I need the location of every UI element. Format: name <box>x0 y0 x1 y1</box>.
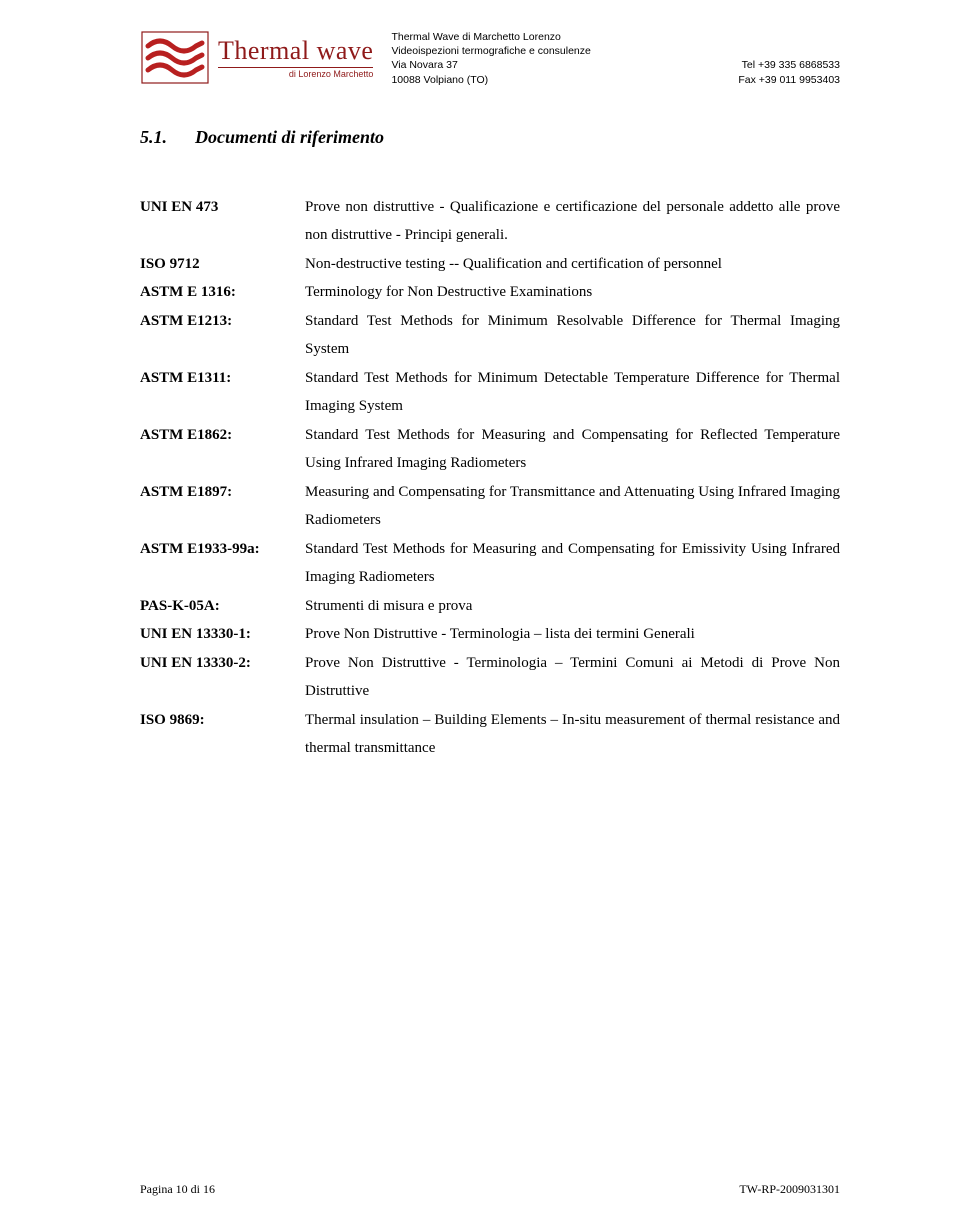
reference-code: ASTM E1311: <box>140 364 305 421</box>
reference-code: UNI EN 473 <box>140 193 305 250</box>
reference-item: ASTM E1311: Standard Test Methods for Mi… <box>140 364 840 421</box>
section-title-text: Documenti di riferimento <box>195 127 384 147</box>
address-line-1: Via Novara 37 <box>391 58 457 72</box>
reference-code: PAS-K-05A: <box>140 592 305 621</box>
wave-icon <box>140 30 210 85</box>
section-heading: 5.1.Documenti di riferimento <box>140 127 840 148</box>
page: Thermal wave di Lorenzo Marchetto Therma… <box>0 0 960 1227</box>
reference-item: ISO 9869: Thermal insulation – Building … <box>140 706 840 763</box>
reference-item: UNI EN 473 Prove non distruttive - Quali… <box>140 193 840 250</box>
logo-text: Thermal wave di Lorenzo Marchetto <box>218 36 373 79</box>
reference-item: ISO 9712 Non-destructive testing -- Qual… <box>140 250 840 279</box>
reference-code: ASTM E1862: <box>140 421 305 478</box>
reference-code: ASTM E1933-99a: <box>140 535 305 592</box>
page-number: Pagina 10 di 16 <box>140 1182 215 1197</box>
reference-code: ASTM E 1316: <box>140 278 305 307</box>
footer: Pagina 10 di 16 TW-RP-2009031301 <box>140 1182 840 1197</box>
header-info: Thermal Wave di Marchetto Lorenzo Videoi… <box>391 30 840 87</box>
reference-description: Measuring and Compensating for Transmitt… <box>305 478 840 535</box>
fax: Fax +39 011 9953403 <box>738 73 840 87</box>
reference-list: UNI EN 473 Prove non distruttive - Quali… <box>140 193 840 763</box>
reference-item: ASTM E1862: Standard Test Methods for Me… <box>140 421 840 478</box>
reference-description: Standard Test Methods for Measuring and … <box>305 535 840 592</box>
reference-item: UNI EN 13330-2: Prove Non Distruttive - … <box>140 649 840 706</box>
reference-description: Non-destructive testing -- Qualification… <box>305 250 840 279</box>
reference-code: UNI EN 13330-2: <box>140 649 305 706</box>
reference-code: ASTM E1897: <box>140 478 305 535</box>
reference-item: ASTM E1897: Measuring and Compensating f… <box>140 478 840 535</box>
reference-description: Standard Test Methods for Minimum Resolv… <box>305 307 840 364</box>
reference-item: ASTM E 1316: Terminology for Non Destruc… <box>140 278 840 307</box>
reference-description: Strumenti di misura e prova <box>305 592 840 621</box>
reference-item: ASTM E1213: Standard Test Methods for Mi… <box>140 307 840 364</box>
document-code: TW-RP-2009031301 <box>739 1182 840 1197</box>
reference-description: Prove Non Distruttive - Terminologia – T… <box>305 649 840 706</box>
reference-description: Thermal insulation – Building Elements –… <box>305 706 840 763</box>
reference-code: ISO 9712 <box>140 250 305 279</box>
reference-code: UNI EN 13330-1: <box>140 620 305 649</box>
logo-subtitle: di Lorenzo Marchetto <box>218 69 373 79</box>
reference-description: Standard Test Methods for Minimum Detect… <box>305 364 840 421</box>
reference-item: UNI EN 13330-1: Prove Non Distruttive - … <box>140 620 840 649</box>
company-tagline: Videoispezioni termografiche e consulenz… <box>391 44 840 58</box>
logo-title: Thermal wave <box>218 36 373 68</box>
company-name: Thermal Wave di Marchetto Lorenzo <box>391 30 840 44</box>
reference-description: Terminology for Non Destructive Examinat… <box>305 278 840 307</box>
reference-description: Prove Non Distruttive - Terminologia – l… <box>305 620 840 649</box>
reference-item: PAS-K-05A: Strumenti di misura e prova <box>140 592 840 621</box>
logo: Thermal wave di Lorenzo Marchetto <box>140 30 373 85</box>
reference-item: ASTM E1933-99a: Standard Test Methods fo… <box>140 535 840 592</box>
reference-code: ASTM E1213: <box>140 307 305 364</box>
reference-code: ISO 9869: <box>140 706 305 763</box>
reference-description: Standard Test Methods for Measuring and … <box>305 421 840 478</box>
address-line-2: 10088 Volpiano (TO) <box>391 73 488 87</box>
section-number: 5.1. <box>140 127 195 148</box>
header: Thermal wave di Lorenzo Marchetto Therma… <box>140 30 840 87</box>
telephone: Tel +39 335 6868533 <box>742 58 840 72</box>
reference-description: Prove non distruttive - Qualificazione e… <box>305 193 840 250</box>
